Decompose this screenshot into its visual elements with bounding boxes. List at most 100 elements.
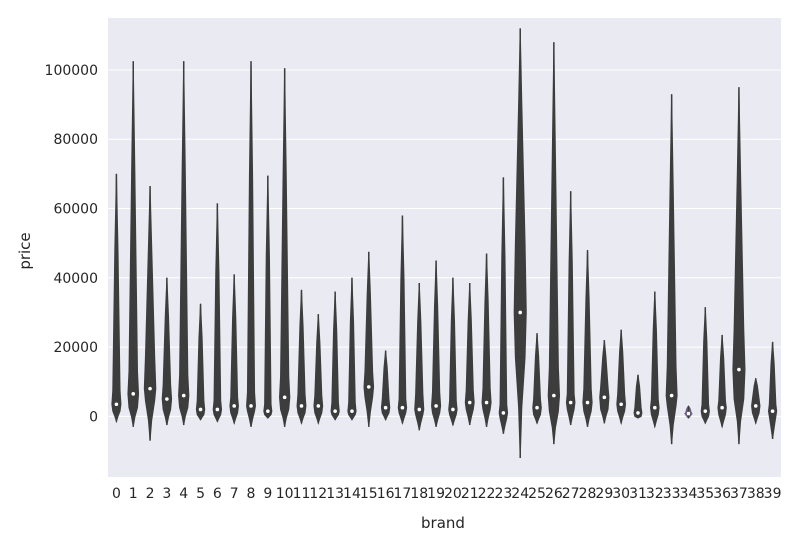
violin-37 xyxy=(732,87,746,445)
violin-iqr-box xyxy=(585,388,591,412)
x-tick-label: 37 xyxy=(730,486,748,502)
x-tick-label: 23 xyxy=(494,486,512,502)
violin-23 xyxy=(498,177,509,434)
x-tick-label: 27 xyxy=(562,486,580,502)
violin-iqr-box xyxy=(433,392,439,413)
violin-median xyxy=(400,405,405,410)
x-tick-label: 24 xyxy=(511,486,529,502)
violin-iqr-box xyxy=(332,402,338,415)
y-tick-label: 40000 xyxy=(53,271,98,287)
violin-median xyxy=(585,400,590,405)
violin-34 xyxy=(684,405,693,419)
violin-median xyxy=(417,407,422,412)
x-tick-label: 31 xyxy=(629,486,647,502)
x-tick-label: 1 xyxy=(129,486,138,502)
violin-median xyxy=(467,400,472,405)
violin-iqr-box xyxy=(517,243,523,358)
violin-4 xyxy=(178,61,190,426)
violin-20 xyxy=(448,277,458,427)
violin-iqr-box xyxy=(484,388,490,410)
y-tick-label: 0 xyxy=(89,409,98,425)
violin-iqr-box xyxy=(366,371,372,398)
violin-median xyxy=(703,409,708,413)
violin-27 xyxy=(565,191,576,426)
violin-median xyxy=(568,400,573,405)
x-tick-label: 30 xyxy=(612,486,630,502)
violin-median xyxy=(316,404,321,408)
x-tick-label: 26 xyxy=(545,486,563,502)
x-tick-label: 7 xyxy=(230,486,239,502)
x-tick-label: 39 xyxy=(764,486,782,502)
violin-median xyxy=(215,407,220,412)
violin-26 xyxy=(547,42,561,445)
violin-iqr-box xyxy=(130,371,136,408)
violin-median xyxy=(165,397,169,401)
violin-8 xyxy=(246,61,256,427)
violin-median xyxy=(535,405,539,410)
x-tick-label: 22 xyxy=(478,486,496,502)
violin-5 xyxy=(195,303,206,421)
violin-median xyxy=(383,405,388,410)
violin-9 xyxy=(263,175,273,419)
violin-median xyxy=(131,392,136,396)
x-tick-label: 17 xyxy=(394,486,412,502)
violin-19 xyxy=(431,260,442,427)
violin-3 xyxy=(161,277,173,426)
violin-median xyxy=(669,393,674,398)
violins xyxy=(111,28,778,458)
violin-17 xyxy=(397,215,408,426)
violin-median xyxy=(282,395,287,400)
x-tick-label: 16 xyxy=(377,486,395,502)
x-tick-label: 29 xyxy=(595,486,613,502)
violin-median xyxy=(602,395,607,400)
x-tick-label: 9 xyxy=(263,486,272,502)
violin-median xyxy=(737,367,741,372)
violin-median xyxy=(366,385,371,389)
violin-24 xyxy=(513,28,527,458)
x-tick-label: 11 xyxy=(293,486,311,502)
violin-median xyxy=(333,409,337,413)
x-tick-label: 36 xyxy=(713,486,731,502)
x-tick-label: 34 xyxy=(680,486,698,502)
violin-median xyxy=(770,409,775,413)
violin-median xyxy=(636,411,640,415)
violin-median xyxy=(484,400,489,405)
violin-iqr-box xyxy=(416,393,422,415)
violin-iqr-box xyxy=(349,402,355,415)
violin-median xyxy=(148,386,152,391)
x-tick-label: 32 xyxy=(646,486,664,502)
violin-15 xyxy=(363,251,375,427)
x-tick-label: 13 xyxy=(326,486,344,502)
violin-22 xyxy=(481,253,492,427)
x-tick-label: 3 xyxy=(162,486,171,502)
violin-iqr-box xyxy=(736,329,742,400)
violin-median xyxy=(198,407,203,412)
violin-12 xyxy=(313,314,324,426)
violin-28 xyxy=(582,250,593,427)
violin-25 xyxy=(532,333,542,425)
violin-14 xyxy=(347,277,357,421)
violin-median xyxy=(181,393,186,398)
plot-background xyxy=(108,18,781,477)
violin-35 xyxy=(700,307,710,425)
violin-iqr-box xyxy=(298,393,304,413)
violin-1 xyxy=(127,61,140,427)
violin-median xyxy=(451,407,455,412)
x-tick-label: 25 xyxy=(528,486,546,502)
x-tick-label: 15 xyxy=(360,486,378,502)
violin-median xyxy=(232,404,236,408)
y-axis-label: price xyxy=(16,232,34,269)
violin-median xyxy=(686,411,691,416)
violin-iqr-box xyxy=(147,355,153,401)
violin-median xyxy=(552,393,556,398)
violin-16 xyxy=(380,350,391,422)
y-tick-labels: 0 20000 40000 60000 80000 100000 xyxy=(45,63,98,425)
violin-median xyxy=(299,404,304,408)
violin-30 xyxy=(616,329,627,426)
violin-iqr-box xyxy=(551,367,557,412)
violin-median xyxy=(501,411,506,415)
x-tick-label: 38 xyxy=(747,486,765,502)
x-tick-label: 2 xyxy=(146,486,155,502)
violin-39 xyxy=(767,341,778,439)
